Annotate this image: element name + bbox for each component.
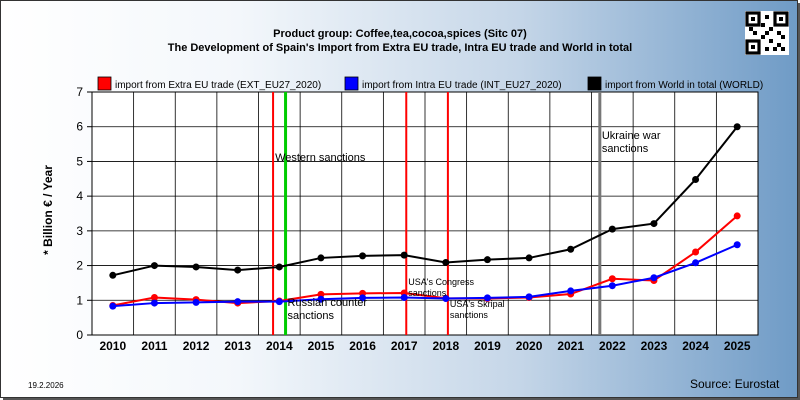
data-point xyxy=(150,262,158,270)
data-point xyxy=(442,258,450,266)
data-point xyxy=(525,293,533,301)
data-point xyxy=(733,212,741,220)
data-point xyxy=(109,271,117,279)
data-point xyxy=(192,263,200,271)
data-point xyxy=(525,254,533,262)
data-point xyxy=(733,123,741,131)
data-point xyxy=(359,294,367,302)
x-tick-label: 2014 xyxy=(266,339,293,353)
data-point xyxy=(608,282,616,290)
x-tick-label: 2015 xyxy=(308,339,335,353)
data-point xyxy=(150,299,158,307)
x-tick-label: 2023 xyxy=(641,339,668,353)
y-tick-label: 6 xyxy=(76,120,83,134)
y-tick-label: 7 xyxy=(76,85,83,99)
series-line xyxy=(112,243,738,308)
data-point xyxy=(650,274,658,282)
chart-title: Product group: Coffee,tea,cocoa,spices (… xyxy=(0,27,800,55)
data-point xyxy=(150,294,158,302)
data-point xyxy=(234,298,242,306)
source-note: Source: Eurostat xyxy=(690,377,780,391)
data-point xyxy=(692,175,700,183)
x-tick-label: 2011 xyxy=(141,339,167,353)
y-tick-label: 1 xyxy=(76,293,83,307)
y-tick-label: 4 xyxy=(76,189,83,203)
data-point xyxy=(483,256,491,264)
data-point xyxy=(608,275,616,283)
data-point xyxy=(692,248,700,256)
sanction-label: Ukraine war sanctions xyxy=(602,130,661,155)
legend-label: import from Intra EU trade (INT_EU27_202… xyxy=(362,80,562,91)
data-point xyxy=(692,259,700,267)
data-point xyxy=(608,225,616,233)
data-point xyxy=(442,295,450,303)
x-tick-label: 2019 xyxy=(474,339,501,353)
legend-swatch xyxy=(97,76,112,91)
x-tick-label: 2020 xyxy=(516,339,543,353)
x-tick-label: 2025 xyxy=(724,339,751,353)
data-point xyxy=(275,298,283,306)
data-point xyxy=(317,254,325,262)
legend-label: import from World in total (WORLD) xyxy=(605,80,763,91)
data-point xyxy=(234,266,242,274)
data-point xyxy=(317,295,325,303)
data-point xyxy=(317,290,325,298)
title-line-1: Product group: Coffee,tea,cocoa,spices (… xyxy=(273,28,527,40)
data-point xyxy=(359,252,367,260)
y-tick-label: 2 xyxy=(76,259,83,273)
data-point xyxy=(567,245,575,253)
qr-code-icon xyxy=(745,11,789,55)
x-tick-label: 2017 xyxy=(391,339,418,353)
data-point xyxy=(109,302,117,310)
sanction-label: USA's Skripal sanctions xyxy=(450,299,505,320)
x-tick-label: 2013 xyxy=(224,339,251,353)
series-line xyxy=(112,126,738,277)
x-tick-label: 2021 xyxy=(557,339,584,353)
sanction-label: USA's Congress sanctions xyxy=(408,277,474,298)
data-point xyxy=(400,294,408,302)
legend-label: import from Extra EU trade (EXT_EU27_202… xyxy=(115,80,321,91)
data-point xyxy=(275,263,283,271)
x-tick-label: 2024 xyxy=(682,339,709,353)
sanction-label: Western sanctions xyxy=(275,152,366,164)
y-tick-label: 0 xyxy=(76,328,83,342)
data-point xyxy=(483,294,491,302)
x-tick-label: 2022 xyxy=(599,339,626,353)
date-stamp: 19.2.2026 xyxy=(28,381,64,390)
data-point xyxy=(567,287,575,295)
x-tick-label: 2012 xyxy=(183,339,210,353)
x-tick-label: 2018 xyxy=(432,339,459,353)
y-tick-label: 3 xyxy=(76,224,83,238)
data-point xyxy=(650,220,658,228)
data-point xyxy=(733,241,741,249)
x-tick-label: 2010 xyxy=(99,339,126,353)
data-point xyxy=(400,251,408,259)
data-point xyxy=(192,298,200,306)
x-tick-label: 2016 xyxy=(349,339,376,353)
y-tick-label: 5 xyxy=(76,154,83,168)
sanction-label: Russian counter sanctions xyxy=(288,297,368,322)
legend-swatch xyxy=(587,76,602,91)
title-line-2: The Development of Spain's Import from E… xyxy=(167,42,633,54)
legend-swatch xyxy=(344,76,359,91)
